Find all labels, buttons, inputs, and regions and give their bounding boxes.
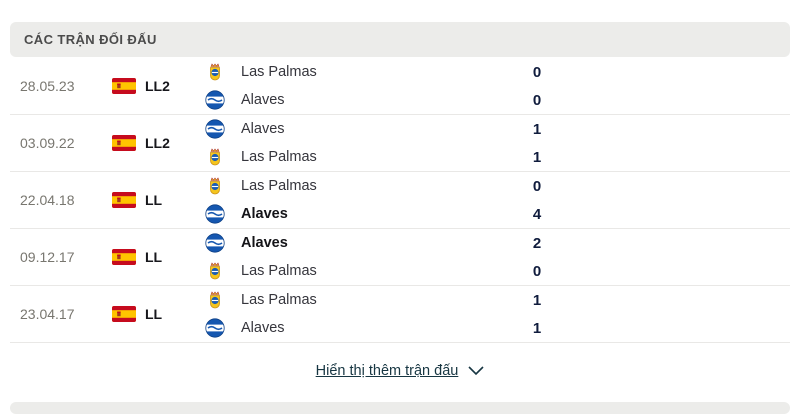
team-name: Las Palmas <box>241 149 317 165</box>
team-line-away: Alaves 0 <box>205 87 790 113</box>
team-score: 0 <box>532 262 542 280</box>
team-line-home: Las Palmas 0 <box>205 173 790 199</box>
team-score: 1 <box>532 120 542 138</box>
team-line-away: Las Palmas 0 <box>205 258 790 284</box>
team-name: Las Palmas <box>241 178 317 194</box>
alaves-crest-icon <box>205 89 225 111</box>
team-name: Alaves <box>241 235 288 251</box>
teams-block: Alaves 2 Las Palmas 0 <box>205 229 790 285</box>
team-name: Alaves <box>241 92 285 108</box>
spain-flag-icon <box>112 78 136 94</box>
team-line-home: Alaves 2 <box>205 230 790 256</box>
team-score: 1 <box>532 319 542 337</box>
league-badge: LL <box>145 306 163 322</box>
alaves-crest-icon <box>205 203 225 225</box>
alaves-crest-icon <box>205 118 225 140</box>
section-title: CÁC TRẬN ĐỐI ĐẤU <box>24 32 157 47</box>
match-row[interactable]: 03.09.22 LL2 Alaves 1 Las Palmas 1 <box>10 115 790 172</box>
team-name: Alaves <box>241 320 285 336</box>
las-palmas-crest-icon <box>205 260 225 282</box>
team-score: 4 <box>532 205 542 223</box>
spain-flag-icon <box>112 306 136 322</box>
team-score: 2 <box>532 234 542 252</box>
league-badge: LL2 <box>145 78 170 94</box>
las-palmas-crest-icon <box>205 175 225 197</box>
teams-block: Las Palmas 0 Alaves 0 <box>205 58 790 114</box>
spain-flag-icon <box>112 135 136 151</box>
team-score: 1 <box>532 291 542 309</box>
section-header: CÁC TRẬN ĐỐI ĐẤU <box>10 22 790 57</box>
team-line-home: Las Palmas 1 <box>205 287 790 313</box>
team-name: Las Palmas <box>241 292 317 308</box>
match-row[interactable]: 22.04.18 LL Las Palmas 0 Alaves 4 <box>10 172 790 229</box>
league-badge: LL <box>145 249 163 265</box>
match-date: 28.05.23 <box>20 78 75 94</box>
team-line-away: Las Palmas 1 <box>205 144 790 170</box>
las-palmas-crest-icon <box>205 289 225 311</box>
show-more-matches-link[interactable]: Hiển thị thêm trận đấu <box>10 343 790 399</box>
team-line-home: Alaves 1 <box>205 116 790 142</box>
las-palmas-crest-icon <box>205 61 225 83</box>
match-date: 09.12.17 <box>20 249 75 265</box>
teams-block: Las Palmas 0 Alaves 4 <box>205 172 790 228</box>
las-palmas-crest-icon <box>205 146 225 168</box>
spain-flag-icon <box>112 192 136 208</box>
team-name: Las Palmas <box>241 64 317 80</box>
match-row[interactable]: 28.05.23 LL2 Las Palmas 0 Alaves 0 <box>10 58 790 115</box>
team-name: Alaves <box>241 121 285 137</box>
league-badge: LL2 <box>145 135 170 151</box>
spain-flag-icon <box>112 249 136 265</box>
head-to-head-list: 28.05.23 LL2 Las Palmas 0 Alaves 0 03.09… <box>10 58 790 343</box>
team-score: 0 <box>532 91 542 109</box>
show-more-label: Hiển thị thêm trận đấu <box>315 363 459 379</box>
team-score: 0 <box>532 63 542 81</box>
teams-block: Alaves 1 Las Palmas 1 <box>205 115 790 171</box>
team-line-away: Alaves 4 <box>205 201 790 227</box>
team-name: Alaves <box>241 206 288 222</box>
match-row[interactable]: 23.04.17 LL Las Palmas 1 Alaves 1 <box>10 286 790 343</box>
alaves-crest-icon <box>205 317 225 339</box>
team-score: 1 <box>532 148 542 166</box>
match-row[interactable]: 09.12.17 LL Alaves 2 Las Palmas 0 <box>10 229 790 286</box>
match-date: 03.09.22 <box>20 135 75 151</box>
team-score: 0 <box>532 177 542 195</box>
league-badge: LL <box>145 192 163 208</box>
teams-block: Las Palmas 1 Alaves 1 <box>205 286 790 342</box>
match-date: 23.04.17 <box>20 306 75 322</box>
chevron-down-icon <box>468 366 484 376</box>
team-line-away: Alaves 1 <box>205 315 790 341</box>
alaves-crest-icon <box>205 232 225 254</box>
next-section-header <box>10 402 790 414</box>
match-date: 22.04.18 <box>20 192 75 208</box>
team-line-home: Las Palmas 0 <box>205 59 790 85</box>
team-name: Las Palmas <box>241 263 317 279</box>
